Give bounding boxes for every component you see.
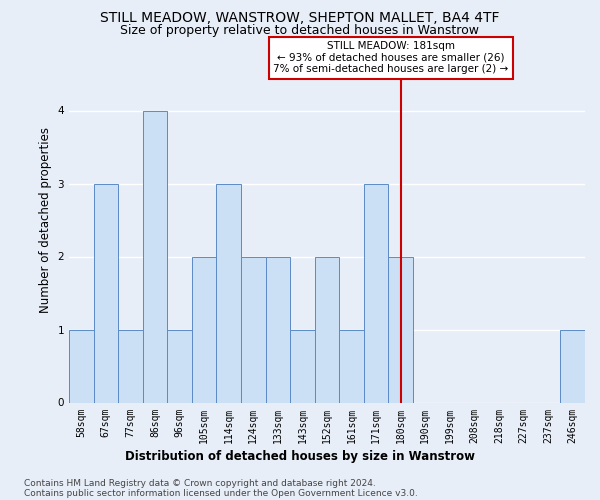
Bar	[290, 330, 315, 402]
Y-axis label: Number of detached properties: Number of detached properties	[39, 127, 52, 313]
Bar	[339, 330, 364, 402]
Bar	[388, 256, 413, 402]
Text: Contains public sector information licensed under the Open Government Licence v3: Contains public sector information licen…	[24, 489, 418, 498]
Text: STILL MEADOW, WANSTROW, SHEPTON MALLET, BA4 4TF: STILL MEADOW, WANSTROW, SHEPTON MALLET, …	[100, 11, 500, 25]
Bar	[364, 184, 388, 402]
Text: Distribution of detached houses by size in Wanstrow: Distribution of detached houses by size …	[125, 450, 475, 463]
Bar	[118, 330, 143, 402]
Bar	[266, 256, 290, 402]
Text: Contains HM Land Registry data © Crown copyright and database right 2024.: Contains HM Land Registry data © Crown c…	[24, 479, 376, 488]
Bar	[315, 256, 339, 402]
Bar	[167, 330, 192, 402]
Text: STILL MEADOW: 181sqm
← 93% of detached houses are smaller (26)
7% of semi-detach: STILL MEADOW: 181sqm ← 93% of detached h…	[273, 41, 509, 74]
Bar	[192, 256, 217, 402]
Bar	[94, 184, 118, 402]
Bar	[143, 110, 167, 403]
Bar	[560, 330, 585, 402]
Bar	[217, 184, 241, 402]
Bar	[69, 330, 94, 402]
Text: Size of property relative to detached houses in Wanstrow: Size of property relative to detached ho…	[121, 24, 479, 37]
Bar	[241, 256, 266, 402]
